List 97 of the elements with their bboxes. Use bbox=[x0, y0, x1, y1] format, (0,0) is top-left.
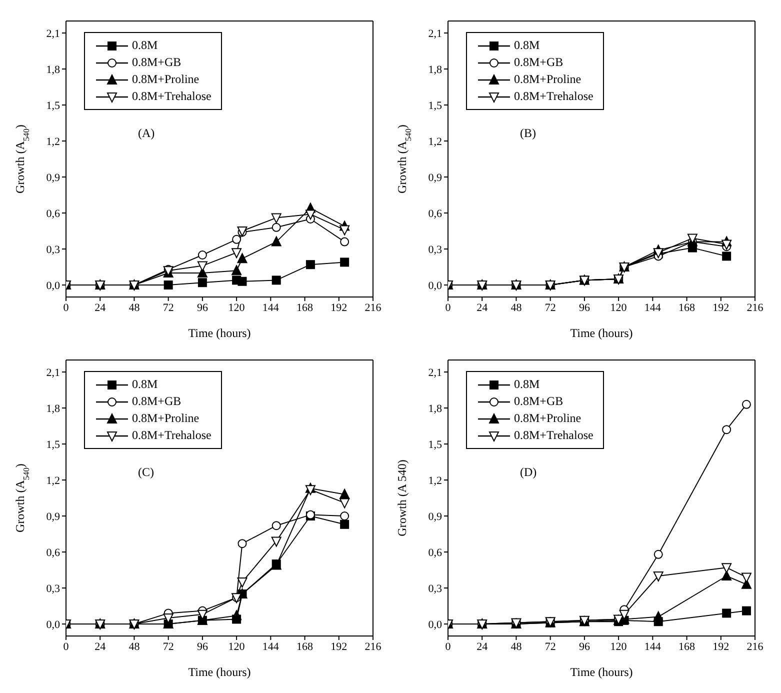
y-tick-label: 0,9 bbox=[428, 510, 442, 523]
annotation: (D) bbox=[520, 465, 537, 480]
x-tick-label: 168 bbox=[296, 640, 314, 653]
x-tick-label: 192 bbox=[712, 640, 730, 653]
y-tick-label: 0,9 bbox=[428, 172, 442, 184]
x-tick-label: 72 bbox=[162, 302, 174, 314]
y-tick-label: 2,1 bbox=[428, 28, 442, 40]
x-tick-label: 96 bbox=[578, 640, 590, 653]
annotation: (C) bbox=[138, 465, 154, 480]
x-tick-label: 120 bbox=[228, 640, 246, 653]
y-tick-label: 0,3 bbox=[428, 582, 442, 595]
y-tick-label: 1,5 bbox=[46, 100, 60, 112]
x-tick-label: 216 bbox=[364, 302, 382, 314]
y-tick-label: 1,2 bbox=[46, 474, 60, 487]
x-tick-label: 168 bbox=[678, 640, 696, 653]
x-tick-label: 120 bbox=[228, 302, 246, 314]
y-tick-label: 0,0 bbox=[46, 618, 60, 631]
x-tick-label: 144 bbox=[644, 302, 662, 314]
y-tick-label: 1,8 bbox=[46, 402, 60, 415]
x-tick-label: 24 bbox=[94, 640, 106, 653]
x-tick-label: 192 bbox=[712, 302, 730, 314]
legend-label: 0.8M+Trehalose bbox=[514, 428, 594, 443]
x-axis-title: Time (hours) bbox=[188, 665, 251, 679]
y-tick-label: 0,6 bbox=[428, 546, 442, 559]
x-tick-label: 96 bbox=[196, 302, 208, 314]
x-tick-label: 0 bbox=[445, 302, 452, 314]
x-tick-label: 24 bbox=[94, 302, 106, 314]
y-tick-label: 0,6 bbox=[46, 208, 60, 220]
y-tick-label: 1,8 bbox=[428, 402, 442, 415]
y-tick-label: 1,8 bbox=[428, 64, 442, 76]
legend-label: 0.8M+GB bbox=[514, 55, 564, 70]
x-axis-title: Time (hours) bbox=[570, 665, 633, 679]
x-axis-title: Time (hours) bbox=[570, 326, 633, 340]
x-tick-label: 144 bbox=[644, 640, 662, 653]
legend-label: 0.8M+GB bbox=[514, 394, 564, 409]
y-axis-title: Growth (A 540) bbox=[395, 460, 409, 536]
legend-label: 0.8M+Proline bbox=[132, 411, 200, 426]
x-tick-label: 72 bbox=[162, 640, 174, 653]
y-tick-label: 2,1 bbox=[46, 28, 60, 40]
y-tick-label: 1,2 bbox=[46, 136, 60, 148]
y-tick-label: 1,8 bbox=[46, 64, 60, 76]
legend-label: 0.8M+Proline bbox=[514, 72, 582, 87]
legend-label: 0.8M bbox=[132, 38, 158, 53]
y-tick-label: 0,9 bbox=[46, 510, 60, 523]
x-tick-label: 144 bbox=[262, 302, 280, 314]
x-tick-label: 120 bbox=[610, 302, 628, 314]
y-tick-label: 1,2 bbox=[428, 136, 442, 148]
legend-label: 0.8M+Trehalose bbox=[132, 428, 212, 443]
y-tick-label: 0,6 bbox=[428, 208, 442, 220]
x-tick-label: 168 bbox=[678, 302, 696, 314]
legend-label: 0.8M+Trehalose bbox=[132, 89, 212, 104]
annotation: (B) bbox=[520, 126, 536, 141]
x-tick-label: 0 bbox=[63, 302, 70, 314]
y-tick-label: 2,1 bbox=[428, 366, 442, 379]
legend-label: 0.8M+GB bbox=[132, 55, 182, 70]
legend-label: 0.8M+Proline bbox=[514, 411, 582, 426]
x-tick-label: 72 bbox=[544, 302, 556, 314]
x-tick-label: 96 bbox=[196, 640, 208, 653]
x-tick-label: 216 bbox=[746, 302, 764, 314]
y-tick-label: 1,5 bbox=[428, 100, 442, 112]
x-tick-label: 192 bbox=[330, 302, 348, 314]
annotation: (A) bbox=[138, 126, 155, 141]
x-tick-label: 216 bbox=[746, 640, 764, 653]
x-tick-label: 144 bbox=[262, 640, 280, 653]
x-tick-label: 48 bbox=[128, 640, 140, 653]
y-tick-label: 0,0 bbox=[46, 280, 60, 292]
x-tick-label: 216 bbox=[364, 640, 382, 653]
x-tick-label: 168 bbox=[296, 302, 314, 314]
x-tick-label: 0 bbox=[63, 640, 70, 653]
legend-label: 0.8M bbox=[514, 377, 540, 392]
y-tick-label: 0,0 bbox=[428, 280, 442, 292]
y-tick-label: 0,6 bbox=[46, 546, 60, 559]
y-tick-label: 2,1 bbox=[46, 366, 60, 379]
y-tick-label: 1,2 bbox=[428, 474, 442, 487]
y-tick-label: 1,5 bbox=[46, 438, 60, 451]
x-tick-label: 48 bbox=[128, 302, 140, 314]
x-tick-label: 72 bbox=[544, 640, 556, 653]
legend-label: 0.8M+Trehalose bbox=[514, 89, 594, 104]
x-tick-label: 24 bbox=[476, 640, 488, 653]
legend-label: 0.8M+Proline bbox=[132, 72, 200, 87]
y-tick-label: 0,0 bbox=[428, 618, 442, 631]
x-axis-title: Time (hours) bbox=[188, 326, 251, 340]
legend-label: 0.8M bbox=[132, 377, 158, 392]
y-tick-label: 0,9 bbox=[46, 172, 60, 184]
x-tick-label: 120 bbox=[610, 640, 628, 653]
x-tick-label: 48 bbox=[510, 640, 522, 653]
x-tick-label: 48 bbox=[510, 302, 522, 314]
legend-label: 0.8M+GB bbox=[132, 394, 182, 409]
y-tick-label: 0,3 bbox=[46, 582, 60, 595]
x-tick-label: 192 bbox=[330, 640, 348, 653]
y-tick-label: 1,5 bbox=[428, 438, 442, 451]
y-tick-label: 0,3 bbox=[428, 244, 442, 256]
x-tick-label: 96 bbox=[578, 302, 590, 314]
legend-label: 0.8M bbox=[514, 38, 540, 53]
y-tick-label: 0,3 bbox=[46, 244, 60, 256]
x-tick-label: 24 bbox=[476, 302, 488, 314]
x-tick-label: 0 bbox=[445, 640, 452, 653]
